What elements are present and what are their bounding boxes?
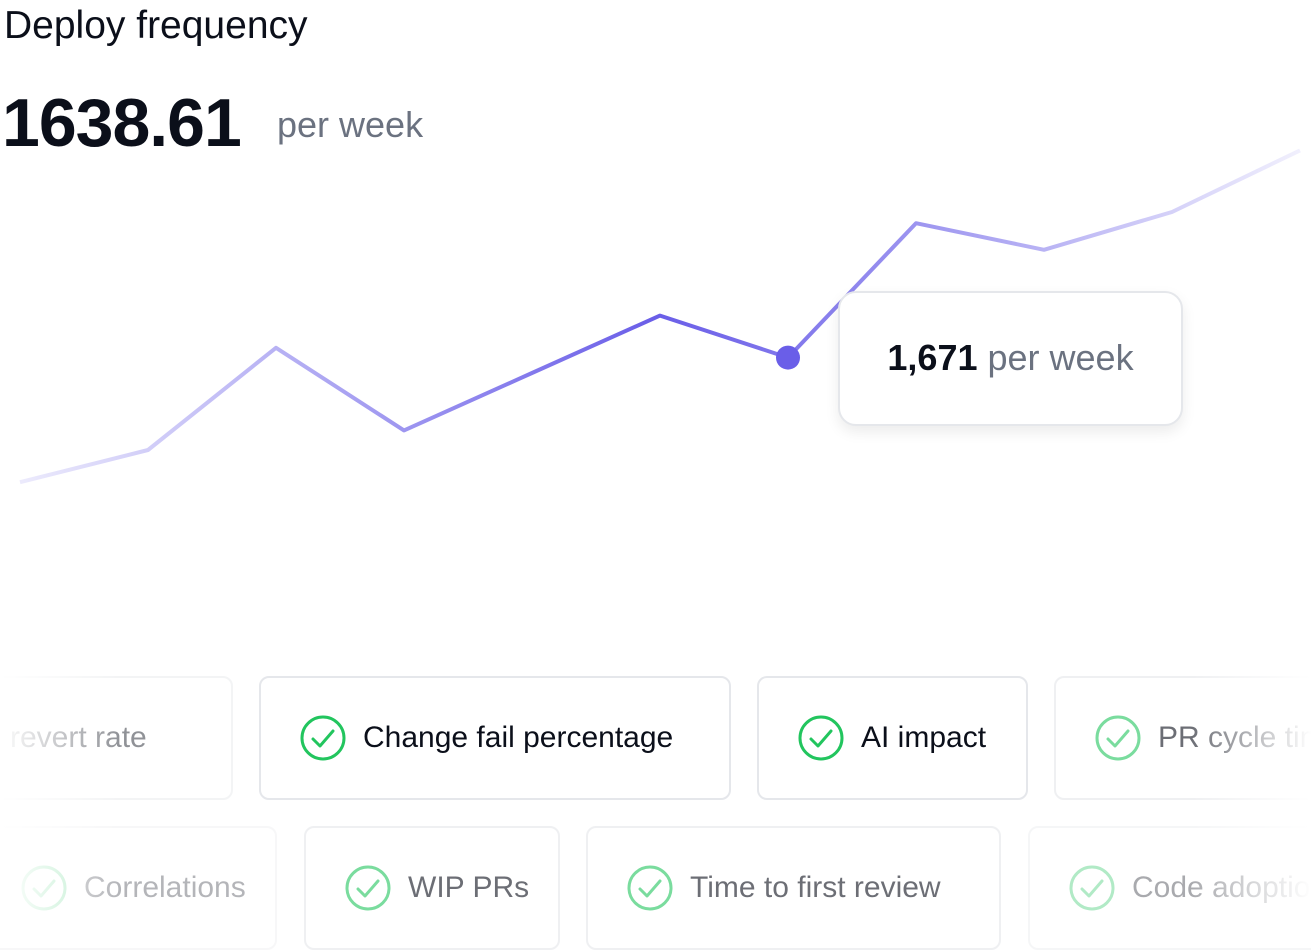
- metric-value: 1638.61: [2, 85, 242, 161]
- chip-label: WIP PRs: [408, 871, 530, 904]
- check-circle: [627, 865, 673, 911]
- check-icon: [300, 715, 346, 761]
- check-mark: [809, 729, 833, 748]
- highlight-point: [776, 345, 800, 370]
- check-circle: [1069, 865, 1115, 911]
- check-icon: [798, 715, 844, 761]
- chip-label: AI impact: [861, 721, 987, 754]
- check-icon: [1095, 715, 1141, 761]
- chart: [19, 30, 1301, 520]
- chip-label: Time to first review: [690, 871, 941, 904]
- check-mark: [311, 729, 335, 748]
- check-icon: [345, 865, 391, 911]
- chip[interactable]: Time to first review: [586, 826, 1001, 950]
- check-mark: [1106, 729, 1130, 748]
- tooltip: 1,671 per week: [838, 290, 1183, 426]
- check-mark: [638, 879, 662, 898]
- chip[interactable]: AI impact: [757, 676, 1028, 800]
- edge-fade: [0, 640, 120, 948]
- chip-label: Change fail percentage: [363, 721, 674, 754]
- check-icon: [1069, 865, 1115, 911]
- tooltip-unit: per week: [987, 337, 1134, 379]
- metric-unit: per week: [277, 104, 424, 145]
- edge-fade: [1191, 640, 1311, 948]
- chip[interactable]: WIP PRs: [304, 826, 560, 950]
- tooltip-value: 1,671: [887, 337, 978, 379]
- check-circle: [798, 715, 844, 761]
- check-icon: [627, 865, 673, 911]
- title: Deploy frequency: [4, 4, 308, 47]
- check-mark: [1080, 879, 1104, 898]
- check-circle: [300, 715, 346, 761]
- check-circle: [345, 865, 391, 911]
- chip[interactable]: Change fail percentage: [259, 676, 731, 800]
- line: [19, 148, 1301, 485]
- check-circle: [1095, 715, 1141, 761]
- check-mark: [356, 879, 380, 898]
